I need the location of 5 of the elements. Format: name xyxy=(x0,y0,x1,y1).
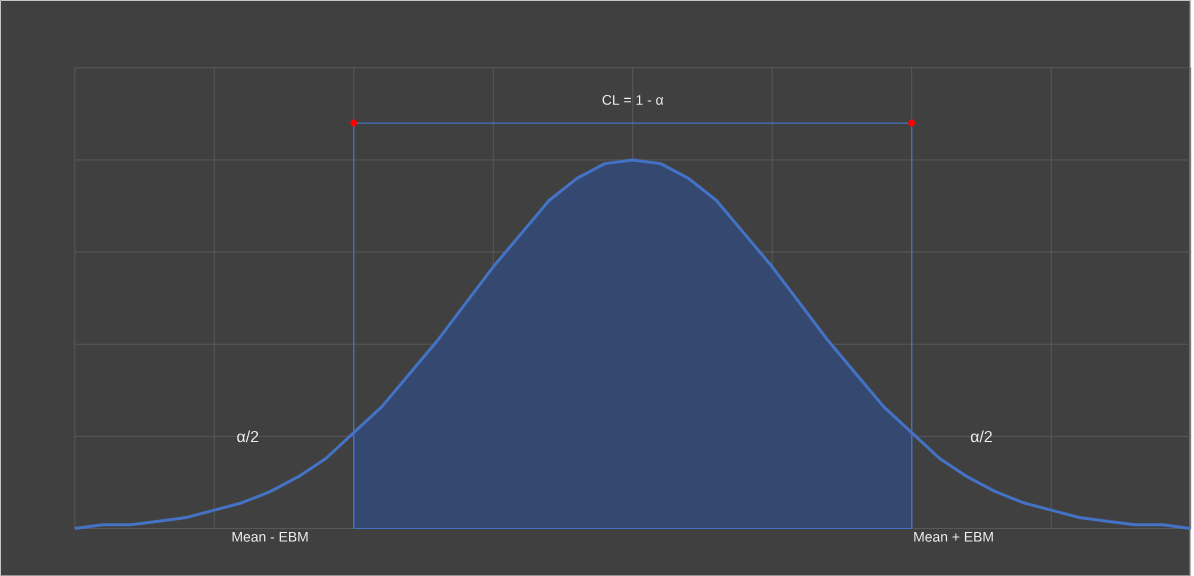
text: Mean + EBM xyxy=(914,531,993,542)
text: Mean - EBM xyxy=(232,531,308,542)
annotation: α/2 xyxy=(237,430,259,443)
annotation: α/2 xyxy=(970,430,992,443)
text: CL = 1 - α xyxy=(602,94,664,105)
